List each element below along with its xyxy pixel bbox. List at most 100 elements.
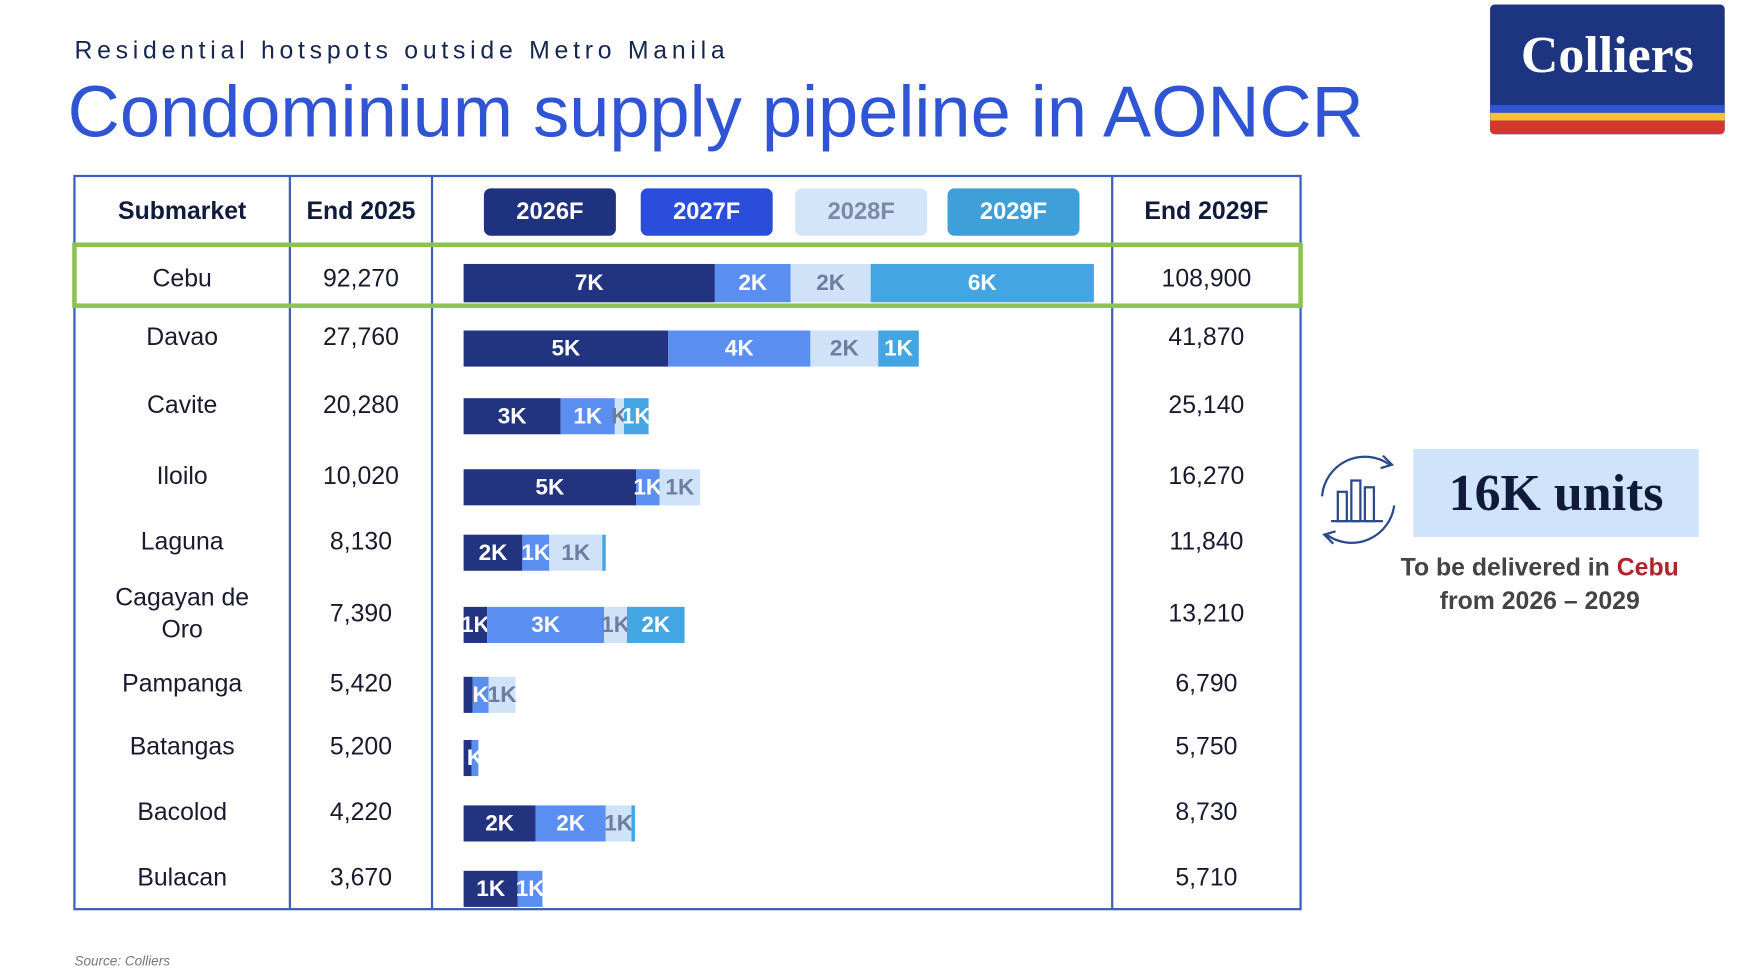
title: Condominium supply pipeline in AONCR xyxy=(67,71,1364,153)
column-header: End 2029F xyxy=(1144,196,1269,225)
bar-segment xyxy=(605,805,632,842)
callout-line: To be delivered in xyxy=(1400,552,1610,581)
bar-segment xyxy=(463,606,488,643)
end-2025: 92,270 xyxy=(322,263,399,293)
column-header: End 2025 xyxy=(306,196,416,225)
subtitle: Residential hotspots outside Metro Manil… xyxy=(74,36,730,65)
segment-label: 1K xyxy=(476,876,506,901)
bar-segment xyxy=(463,676,473,713)
legend-entry: 2028F xyxy=(795,188,928,236)
bar-segment xyxy=(560,398,615,435)
segment-label: 2K xyxy=(641,612,671,637)
end-2029: 13,210 xyxy=(1168,598,1245,628)
bar-segment xyxy=(535,805,606,842)
submarket: Batangas xyxy=(129,732,235,761)
bar-segment xyxy=(463,263,715,303)
source: Source: Colliers xyxy=(74,953,170,969)
callout-value: 16K units xyxy=(1413,448,1699,537)
segment-label: 1K xyxy=(573,403,603,428)
segment-label: K xyxy=(473,682,490,707)
callout-text: To be delivered in Cebu from 2026 – 2029 xyxy=(1354,550,1726,618)
segment-label: 1K xyxy=(601,612,631,637)
segment-label: 2K xyxy=(479,540,509,565)
segment-label: 6K xyxy=(968,270,998,295)
bar-segment xyxy=(659,469,701,506)
bar-segment xyxy=(626,606,685,643)
end-2025: 5,420 xyxy=(329,668,393,698)
bar-segment xyxy=(614,398,624,435)
segment-label: 1K xyxy=(665,474,695,499)
end-2025: 4,220 xyxy=(329,797,393,826)
submarket: Pampanga xyxy=(122,668,243,698)
bar-segment xyxy=(487,606,605,643)
bar-segment xyxy=(488,676,516,713)
segment-label: 2K xyxy=(830,336,860,361)
end-2025: 27,760 xyxy=(322,322,399,351)
end-2029: 25,140 xyxy=(1168,390,1245,419)
end-2025: 8,130 xyxy=(329,526,393,555)
submarket: Laguna xyxy=(140,526,224,555)
bar-segment xyxy=(463,805,536,842)
end-2029: 41,870 xyxy=(1168,322,1245,351)
end-2025: 20,280 xyxy=(322,390,399,419)
bar-segment xyxy=(472,676,489,713)
end-2029: 8,730 xyxy=(1175,797,1238,826)
bar-segment xyxy=(714,263,791,303)
end-2025: 10,020 xyxy=(322,461,399,490)
callout-highlight: Cebu xyxy=(1616,552,1679,581)
logo-text: Colliers xyxy=(1520,25,1694,84)
segment-label: 7K xyxy=(575,270,605,295)
submarket: Bulacan xyxy=(137,862,228,892)
logo: Colliers xyxy=(1490,4,1725,135)
segment-label: 2K xyxy=(816,270,846,295)
segment-label: 1K xyxy=(622,403,652,428)
end-2029: 5,750 xyxy=(1175,732,1238,761)
legend-entry: 2027F xyxy=(640,188,773,236)
segment-label: 5K xyxy=(535,474,565,499)
bar-segment xyxy=(604,606,627,643)
end-2025: 3,670 xyxy=(329,862,393,892)
bar-segment xyxy=(602,534,606,571)
end-2025: 7,390 xyxy=(329,598,393,628)
submarket: Davao xyxy=(146,322,219,351)
submarket: Iloilo xyxy=(156,461,208,490)
bar-segment xyxy=(463,739,472,777)
end-2029: 6,790 xyxy=(1175,668,1238,698)
end-2029: 16,270 xyxy=(1168,461,1245,490)
submarket: Cavite xyxy=(146,390,218,419)
icon xyxy=(1320,454,1396,545)
legend-entry: 2029F xyxy=(947,188,1080,236)
bar-segment xyxy=(636,469,660,506)
bar-segment xyxy=(463,330,669,367)
bar-segment xyxy=(522,534,550,571)
bar-segment xyxy=(471,739,479,777)
segment-label: 3K xyxy=(531,612,561,637)
bar-segment xyxy=(623,398,649,435)
segment-label: 3K xyxy=(498,403,528,428)
bar-segment xyxy=(463,469,637,506)
segment-label: 1K xyxy=(561,540,591,565)
column-header: Submarket xyxy=(118,196,247,225)
segment-label: 2K xyxy=(485,811,515,836)
segment-label: K xyxy=(467,745,484,770)
segment-label: 2K xyxy=(556,811,586,836)
segment-label: 1K xyxy=(633,474,663,499)
bar-segment xyxy=(463,398,561,435)
segment-label: 1K xyxy=(516,876,546,901)
bar-segment xyxy=(631,805,635,842)
segment-label: 2K xyxy=(738,270,768,295)
callout-line: from 2026 – 2029 xyxy=(1439,586,1640,615)
legend-entry: 2026F xyxy=(483,188,616,236)
submarket: Cebu xyxy=(152,263,212,293)
bar-segment xyxy=(790,263,871,303)
submarket: Cagayan de Oro xyxy=(115,583,250,643)
bar-segment xyxy=(668,330,811,367)
end-2029: 5,710 xyxy=(1175,862,1238,892)
segment-label: 5K xyxy=(552,336,582,361)
bar-segment xyxy=(463,870,518,907)
bar-segment xyxy=(878,330,919,367)
bar-segment xyxy=(549,534,603,571)
